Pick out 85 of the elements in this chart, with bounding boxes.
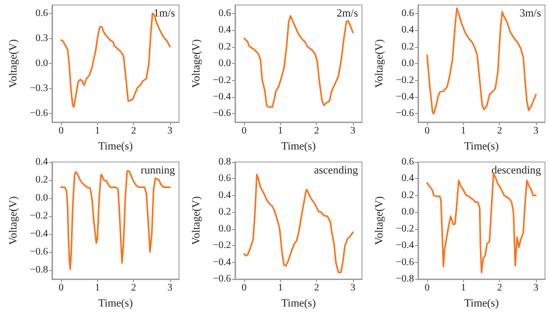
x-tick-label: 3 [533,126,538,137]
annotation: 2m/s [336,8,358,20]
y-tick-label: 0.0 [402,58,414,70]
y-tick-label: 0.2 [218,41,232,52]
x-tick-label: 1 [94,282,100,294]
y-tick-label: 0.3 [36,32,48,44]
x-tick-label: 3 [167,282,172,294]
x-tick-label: 2 [131,282,136,294]
y-tick-label: −0.4 [396,92,414,103]
x-tick-label: 2 [314,126,320,137]
y-tick-label: 0.4 [218,190,232,201]
y-tick-label: −0.4 [212,256,232,268]
y-tick-label: −0.4 [212,92,232,103]
y-tick-label: −0.2 [396,74,414,86]
y-tick-label: 0.6 [218,8,232,19]
y-tick-label: −0.8 [396,274,414,285]
y-tick-label: −0.2 [212,74,232,86]
y-tick-label: −0.6 [30,108,48,120]
y-tick-label: 0.4 [402,24,414,36]
y-tick-label: −0.6 [212,274,232,285]
y-tick-label: 0.8 [218,156,232,168]
x-tick-label: 1 [278,282,283,294]
x-tick-label: 2 [314,282,320,294]
annotation: descending [492,164,542,176]
x-tick-label: 0 [58,126,64,137]
x-tick-label: 3 [350,282,356,294]
x-axis-title: Time(s) [98,140,134,152]
y-axis-title: Voltage(V) [8,196,20,245]
y-tick-label: 0.2 [218,206,232,218]
y-tick-label: −0.4 [396,240,414,252]
y-tick-label: 0.2 [402,190,414,201]
annotation: 3m/s [520,8,542,20]
y-tick-label: −0.6 [396,108,414,120]
annotation: ascending [314,164,358,176]
x-tick-label: 3 [167,126,172,137]
x-axis-title: Time(s) [281,140,316,152]
x-tick-label: 0 [58,282,64,294]
y-tick-label: −0.6 [30,246,48,258]
x-tick-label: 2 [497,126,502,137]
y-tick-label: 0.2 [402,41,414,52]
y-tick-label: 0.2 [36,174,48,186]
y-tick-label: −0.3 [30,83,48,94]
x-tick-label: 3 [533,282,538,294]
x-tick-label: 1 [460,126,466,137]
x-tick-label: 0 [424,126,430,137]
y-tick-label: 0.6 [402,8,414,19]
x-tick-label: 2 [497,282,502,294]
x-tick-label: 1 [460,282,466,294]
x-tick-label: 0 [424,282,430,294]
y-tick-label: 0.6 [402,156,414,168]
y-tick-label: 0.0 [36,58,48,70]
annotation: running [140,164,176,176]
x-tick-label: 0 [242,126,247,137]
y-axis-title: Voltage(V) [190,196,202,245]
annotation: 1m/s [154,8,176,20]
x-axis-title: Time(s) [98,298,134,310]
y-tick-label: −0.2 [30,210,48,222]
x-axis-title: Time(s) [464,140,500,152]
y-tick-label: 0.0 [402,206,414,218]
x-tick-label: 0 [242,282,247,294]
y-axis-title: Voltage(V) [374,38,386,88]
x-tick-label: 1 [278,126,283,137]
x-axis-title: Time(s) [281,298,316,310]
y-tick-label: 0.4 [36,156,48,168]
y-tick-label: −0.2 [212,240,232,252]
y-tick-label: 0.4 [402,173,414,184]
y-tick-label: −0.8 [30,264,48,276]
x-tick-label: 1 [94,126,100,137]
y-tick-label: −0.2 [396,223,414,234]
y-tick-label: 0.0 [218,58,232,70]
y-tick-label: 0.6 [36,8,48,19]
x-axis-title: Time(s) [464,298,500,310]
line-series [243,15,354,108]
y-tick-label: 0.6 [218,173,232,184]
y-tick-label: 0.0 [218,223,232,234]
y-axis-title: Voltage(V) [374,196,386,245]
y-tick-label: −0.4 [30,228,48,240]
y-axis-title: Voltage(V) [190,38,202,88]
y-tick-label: −0.6 [396,256,414,268]
y-tick-label: −0.6 [212,108,232,120]
y-axis-title: Voltage(V) [8,38,20,88]
x-tick-label: 2 [131,126,136,137]
y-tick-label: 0.4 [218,24,232,36]
y-tick-label: 0.0 [36,192,48,204]
x-tick-label: 3 [350,126,356,137]
